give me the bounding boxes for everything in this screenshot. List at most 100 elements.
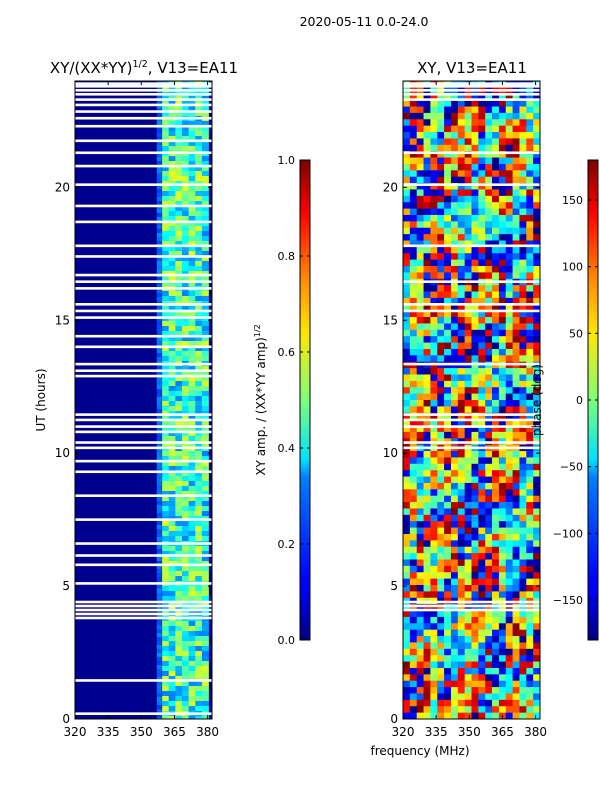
phase-cell bbox=[444, 151, 452, 158]
phase-cell bbox=[512, 470, 520, 477]
phase-cell bbox=[437, 329, 445, 337]
phase-cell bbox=[512, 227, 520, 235]
phase-cell bbox=[409, 674, 417, 682]
phase-cell bbox=[464, 661, 472, 669]
amplitude-edge-cell bbox=[156, 561, 162, 566]
amplitude-channel-cell bbox=[188, 496, 196, 502]
amplitude-channel-cell bbox=[162, 296, 170, 302]
phase-cell bbox=[464, 495, 472, 503]
phase-cell bbox=[403, 482, 411, 490]
phase-cell bbox=[478, 412, 486, 420]
phase-cell bbox=[498, 655, 507, 662]
phase-cell bbox=[437, 195, 445, 203]
amplitude-channel-cell bbox=[175, 506, 183, 512]
amplitude-gap bbox=[75, 316, 212, 319]
amplitude-channel-cell bbox=[181, 536, 189, 542]
phase-cell bbox=[457, 208, 465, 216]
phase-cell bbox=[533, 355, 540, 363]
phase-cell bbox=[444, 495, 452, 503]
phase-cell bbox=[471, 712, 479, 719]
phase-cell bbox=[450, 661, 459, 669]
amplitude-channel-cell bbox=[195, 656, 203, 662]
phase-cell bbox=[478, 119, 486, 126]
phase-cell bbox=[457, 533, 465, 541]
phase-cell bbox=[533, 112, 540, 120]
phase-cell bbox=[444, 699, 452, 707]
phase-cell bbox=[464, 431, 472, 439]
phase-cell bbox=[519, 163, 527, 171]
phase-cell bbox=[444, 578, 452, 586]
phase-cell bbox=[526, 412, 534, 420]
amplitude-channel-cell bbox=[195, 126, 203, 132]
phase-cell bbox=[423, 533, 431, 541]
amplitude-channel-cell bbox=[175, 206, 183, 212]
phase-cell bbox=[492, 202, 500, 209]
phase-gap bbox=[403, 446, 540, 450]
phase-cell bbox=[478, 183, 486, 190]
amplitude-channel-cell bbox=[195, 121, 203, 127]
phase-cell bbox=[478, 285, 486, 292]
phase-cell bbox=[526, 342, 534, 350]
amplitude-channel-cell bbox=[201, 406, 209, 412]
phase-cell bbox=[457, 706, 465, 713]
phase-cell bbox=[512, 221, 520, 229]
amplitude-channel-cell bbox=[188, 381, 196, 387]
phase-cell bbox=[498, 272, 507, 280]
phase-cell bbox=[478, 661, 486, 669]
phase-gap bbox=[403, 441, 540, 444]
phase-cell bbox=[450, 546, 459, 554]
phase-cell bbox=[526, 508, 534, 516]
phase-cell bbox=[423, 157, 431, 165]
phase-cell bbox=[512, 285, 520, 292]
amplitude-channel-cell bbox=[201, 296, 209, 302]
phase-cell bbox=[457, 266, 465, 273]
phase-cell bbox=[471, 680, 479, 688]
amplitude-gap bbox=[75, 425, 212, 428]
phase-gap bbox=[403, 98, 540, 101]
phase-cell bbox=[403, 151, 411, 158]
amplitude-edge-cell bbox=[156, 129, 162, 134]
amplitude-channel-cell bbox=[188, 161, 196, 167]
amplitude-channel-cell bbox=[168, 426, 176, 432]
amplitude-channel-cell bbox=[181, 291, 189, 297]
phase-cell bbox=[478, 712, 486, 719]
amplitude-channel-cell bbox=[162, 241, 170, 247]
amplitude-gap bbox=[75, 303, 212, 306]
amplitude-gap bbox=[75, 374, 212, 378]
amplitude-channel-cell bbox=[201, 321, 209, 327]
amplitude-channel-cell bbox=[181, 356, 189, 362]
phase-cell bbox=[450, 482, 459, 490]
amplitude-channel-cell bbox=[201, 506, 209, 512]
phase-cell bbox=[498, 527, 507, 535]
amplitude-channel-cell bbox=[175, 266, 183, 272]
phase-cell bbox=[403, 138, 411, 146]
amplitude-channel-cell bbox=[188, 566, 196, 572]
amplitude-channel-cell bbox=[162, 216, 170, 222]
phase-cell bbox=[519, 183, 527, 190]
y-tick-label: 15 bbox=[383, 313, 398, 327]
phase-cell bbox=[409, 291, 417, 299]
phase-cell bbox=[416, 112, 424, 120]
phase-cell bbox=[485, 712, 493, 719]
phase-cell bbox=[505, 712, 513, 719]
amplitude-channel-cell bbox=[181, 401, 189, 407]
amplitude-channel-cell bbox=[162, 156, 170, 162]
amplitude-channel-cell bbox=[188, 276, 196, 282]
phase-cell bbox=[416, 687, 424, 694]
phase-cell bbox=[485, 629, 493, 637]
phase-cell bbox=[505, 138, 513, 146]
amplitude-channel-cell bbox=[181, 476, 189, 482]
amplitude-title-main: XY/(XX*YY) bbox=[50, 59, 133, 77]
phase-cell bbox=[471, 470, 479, 477]
amplitude-panel-title: XY/(XX*YY)1/2, V13=EA11 bbox=[50, 59, 238, 77]
phase-cell bbox=[403, 93, 411, 101]
phase-cell bbox=[403, 629, 411, 637]
amplitude-channel-cell bbox=[195, 531, 203, 537]
amplitude-channel-cell bbox=[181, 456, 189, 462]
phase-cell bbox=[416, 610, 424, 618]
phase-cell bbox=[437, 291, 445, 299]
phase-cell bbox=[505, 706, 513, 713]
phase-cell bbox=[403, 272, 411, 280]
amplitude-channel-cell bbox=[162, 161, 170, 167]
